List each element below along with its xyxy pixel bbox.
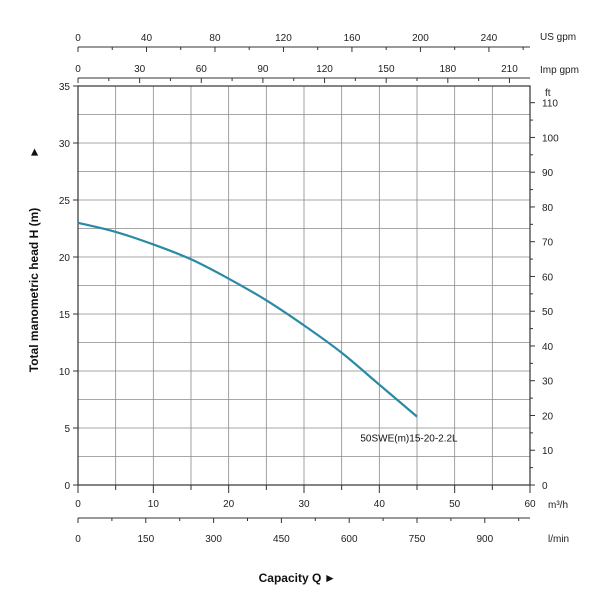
y-ft-tick-label: 10 (542, 446, 554, 457)
x_impgpm-tick-label: 150 (378, 64, 395, 75)
y-ft-tick-label: 20 (542, 411, 554, 422)
x_usgpm-tick-label: 240 (481, 33, 498, 44)
x_impgpm-tick-label: 90 (257, 64, 269, 75)
y-main-tick-label: 35 (59, 82, 71, 93)
y-ft-tick-label: 100 (542, 133, 559, 144)
unit-label-us-gpm: US gpm (540, 32, 576, 43)
y-ft-tick-label: 80 (542, 203, 554, 214)
y-main-tick-label: 25 (59, 196, 71, 207)
unit-label-m3h: m³/h (548, 500, 568, 511)
x-lmin-tick-label: 750 (409, 534, 426, 545)
x-lmin-tick-label: 0 (75, 534, 81, 545)
x-main-tick-label: 10 (148, 499, 160, 510)
x_impgpm-tick-label: 120 (316, 64, 333, 75)
y-axis-title: Total manometric head H (m) (27, 208, 41, 372)
y-main-tick-label: 5 (64, 424, 70, 435)
grid-layer (78, 86, 530, 485)
y-ft-tick-label: 50 (542, 307, 554, 318)
y-ft-tick-label: 40 (542, 342, 554, 353)
series-line-50swe (77, 221, 418, 418)
x_impgpm-tick-label: 180 (439, 64, 456, 75)
x-lmin-tick-label: 150 (137, 534, 154, 545)
x-main-tick-label: 40 (374, 499, 386, 510)
unit-label-ft: ft (545, 88, 551, 99)
x-main-tick-label: 60 (524, 499, 536, 510)
y-main-tick-label: 30 (59, 139, 71, 150)
x_impgpm-tick-label: 0 (75, 64, 81, 75)
y-ft-tick-label: 0 (542, 481, 548, 492)
x_usgpm-tick-label: 40 (141, 33, 153, 44)
y-ft-tick-label: 110 (542, 99, 558, 110)
unit-label-lmin: l/min (548, 534, 569, 545)
x-main-tick-label: 20 (223, 499, 235, 510)
x-lmin-tick-label: 450 (273, 534, 290, 545)
x_usgpm-tick-label: 120 (275, 33, 292, 44)
x_impgpm-tick-label: 210 (501, 64, 518, 75)
y-ft-tick-label: 90 (542, 168, 554, 179)
y-main-tick-label: 15 (59, 310, 71, 321)
x-main-tick-label: 0 (75, 499, 81, 510)
x-main-tick-label: 50 (449, 499, 461, 510)
y-main-tick-label: 0 (64, 481, 70, 492)
y-ft-tick-label: 60 (542, 272, 554, 283)
x_usgpm-tick-label: 80 (209, 33, 221, 44)
x-axis-title: Capacity Q (259, 571, 322, 585)
x_usgpm-tick-label: 160 (344, 33, 361, 44)
curve-layer (77, 221, 418, 418)
series-label: 50SWE(m)15-20-2.2L (360, 434, 458, 445)
unit-label-imp-gpm: Imp gpm (540, 65, 579, 76)
x_impgpm-tick-label: 30 (134, 64, 146, 75)
label-layer: Total manometric head H (m) ► Capacity Q… (27, 32, 579, 585)
x-lmin-tick-label: 600 (341, 534, 358, 545)
x-main-tick-label: 30 (298, 499, 310, 510)
x_impgpm-tick-label: 60 (196, 64, 208, 75)
x_usgpm-tick-label: 200 (412, 33, 429, 44)
y-main-tick-label: 10 (59, 367, 71, 378)
y-main-tick-label: 20 (59, 253, 71, 264)
x_usgpm-tick-label: 0 (75, 33, 81, 44)
y-ft-tick-label: 70 (542, 238, 554, 249)
y-ft-tick-label: 30 (542, 377, 554, 388)
x-axis-arrow-icon: ► (324, 571, 336, 585)
x-lmin-tick-label: 900 (476, 534, 493, 545)
x-lmin-tick-label: 300 (205, 534, 222, 545)
y-axis-arrow-icon: ► (27, 146, 41, 158)
